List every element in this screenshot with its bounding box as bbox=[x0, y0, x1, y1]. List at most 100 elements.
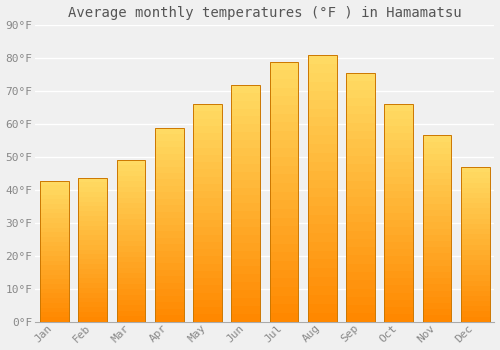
Bar bbox=[461, 245, 490, 250]
Bar bbox=[308, 286, 336, 295]
Bar bbox=[78, 182, 107, 187]
Bar bbox=[193, 234, 222, 242]
Bar bbox=[155, 212, 184, 218]
Bar bbox=[308, 233, 336, 242]
Bar bbox=[155, 302, 184, 309]
Bar bbox=[422, 135, 452, 322]
Bar bbox=[308, 171, 336, 180]
Bar bbox=[346, 288, 375, 297]
Bar bbox=[40, 195, 69, 200]
Bar bbox=[384, 256, 413, 264]
Bar bbox=[461, 198, 490, 203]
Bar bbox=[193, 307, 222, 314]
Bar bbox=[232, 227, 260, 235]
Bar bbox=[422, 135, 452, 141]
Bar bbox=[422, 241, 452, 247]
Bar bbox=[78, 317, 107, 322]
Bar bbox=[232, 235, 260, 243]
Bar bbox=[346, 305, 375, 313]
Bar bbox=[155, 173, 184, 180]
Bar bbox=[155, 225, 184, 231]
Bar bbox=[270, 157, 298, 166]
Bar bbox=[384, 184, 413, 191]
Bar bbox=[232, 124, 260, 132]
Bar bbox=[78, 177, 107, 182]
Bar bbox=[270, 209, 298, 218]
Bar bbox=[346, 114, 375, 123]
Bar bbox=[384, 111, 413, 119]
Bar bbox=[422, 160, 452, 166]
Bar bbox=[155, 257, 184, 264]
Bar bbox=[384, 249, 413, 256]
Bar bbox=[116, 252, 146, 257]
Bar bbox=[232, 203, 260, 211]
Bar bbox=[155, 147, 184, 154]
Bar bbox=[308, 197, 336, 206]
Bar bbox=[461, 173, 490, 178]
Bar bbox=[155, 186, 184, 193]
Bar bbox=[270, 244, 298, 252]
Bar bbox=[461, 229, 490, 234]
Bar bbox=[346, 148, 375, 156]
Bar bbox=[346, 214, 375, 222]
Bar bbox=[40, 270, 69, 275]
Bar bbox=[232, 306, 260, 314]
Bar bbox=[346, 106, 375, 114]
Bar bbox=[40, 265, 69, 270]
Bar bbox=[193, 126, 222, 133]
Bar bbox=[422, 185, 452, 191]
Bar bbox=[155, 296, 184, 302]
Bar bbox=[232, 148, 260, 156]
Bar bbox=[116, 300, 146, 306]
Bar bbox=[384, 191, 413, 198]
Bar bbox=[116, 192, 146, 197]
Bar bbox=[155, 160, 184, 167]
Bar bbox=[40, 260, 69, 265]
Bar bbox=[40, 293, 69, 298]
Bar bbox=[155, 134, 184, 141]
Bar bbox=[346, 231, 375, 239]
Bar bbox=[116, 268, 146, 273]
Bar bbox=[116, 208, 146, 214]
Bar bbox=[308, 135, 336, 144]
Bar bbox=[116, 241, 146, 246]
Bar bbox=[193, 104, 222, 322]
Bar bbox=[40, 237, 69, 242]
Bar bbox=[116, 170, 146, 176]
Bar bbox=[155, 231, 184, 238]
Bar bbox=[232, 164, 260, 172]
Bar bbox=[40, 214, 69, 218]
Bar bbox=[270, 252, 298, 261]
Bar bbox=[193, 220, 222, 228]
Bar bbox=[308, 126, 336, 135]
Bar bbox=[422, 179, 452, 185]
Bar bbox=[422, 315, 452, 322]
Bar bbox=[270, 174, 298, 183]
Bar bbox=[193, 293, 222, 300]
Bar bbox=[422, 278, 452, 285]
Bar bbox=[422, 253, 452, 260]
Bar bbox=[116, 160, 146, 165]
Bar bbox=[155, 141, 184, 147]
Bar bbox=[461, 183, 490, 188]
Bar bbox=[422, 297, 452, 303]
Bar bbox=[346, 139, 375, 148]
Bar bbox=[78, 221, 107, 226]
Bar bbox=[461, 219, 490, 224]
Bar bbox=[78, 293, 107, 298]
Bar bbox=[40, 284, 69, 289]
Bar bbox=[384, 293, 413, 300]
Bar bbox=[78, 307, 107, 312]
Bar bbox=[193, 242, 222, 249]
Bar bbox=[116, 246, 146, 252]
Bar bbox=[116, 187, 146, 192]
Bar bbox=[232, 156, 260, 164]
Bar bbox=[232, 243, 260, 251]
Bar bbox=[193, 285, 222, 293]
Bar bbox=[308, 188, 336, 197]
Bar bbox=[461, 193, 490, 198]
Bar bbox=[384, 228, 413, 234]
Bar bbox=[40, 232, 69, 237]
Bar bbox=[40, 185, 69, 190]
Bar bbox=[346, 313, 375, 322]
